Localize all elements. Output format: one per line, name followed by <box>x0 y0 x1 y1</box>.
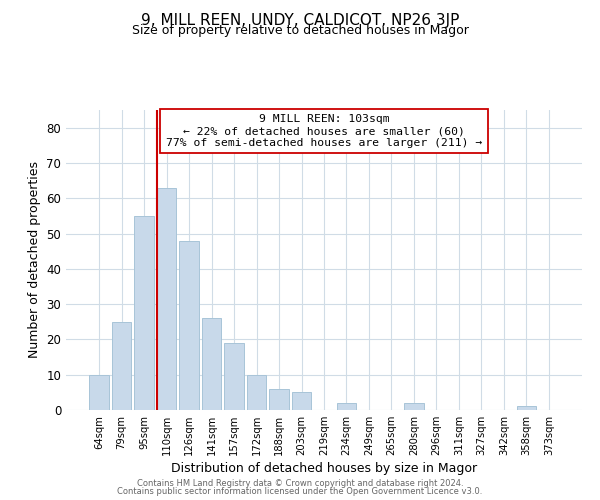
Bar <box>179 240 199 410</box>
Bar <box>157 188 176 410</box>
Bar <box>269 389 289 410</box>
Text: 9 MILL REEN: 103sqm
← 22% of detached houses are smaller (60)
77% of semi-detach: 9 MILL REEN: 103sqm ← 22% of detached ho… <box>166 114 482 148</box>
Bar <box>89 374 109 410</box>
X-axis label: Distribution of detached houses by size in Magor: Distribution of detached houses by size … <box>171 462 477 475</box>
Bar <box>404 403 424 410</box>
Bar <box>517 406 536 410</box>
Bar <box>202 318 221 410</box>
Text: Contains public sector information licensed under the Open Government Licence v3: Contains public sector information licen… <box>118 487 482 496</box>
Text: Contains HM Land Registry data © Crown copyright and database right 2024.: Contains HM Land Registry data © Crown c… <box>137 478 463 488</box>
Bar <box>292 392 311 410</box>
Y-axis label: Number of detached properties: Number of detached properties <box>28 162 41 358</box>
Text: 9, MILL REEN, UNDY, CALDICOT, NP26 3JP: 9, MILL REEN, UNDY, CALDICOT, NP26 3JP <box>141 12 459 28</box>
Bar <box>134 216 154 410</box>
Text: Size of property relative to detached houses in Magor: Size of property relative to detached ho… <box>131 24 469 37</box>
Bar <box>247 374 266 410</box>
Bar <box>224 343 244 410</box>
Bar <box>337 403 356 410</box>
Bar <box>112 322 131 410</box>
